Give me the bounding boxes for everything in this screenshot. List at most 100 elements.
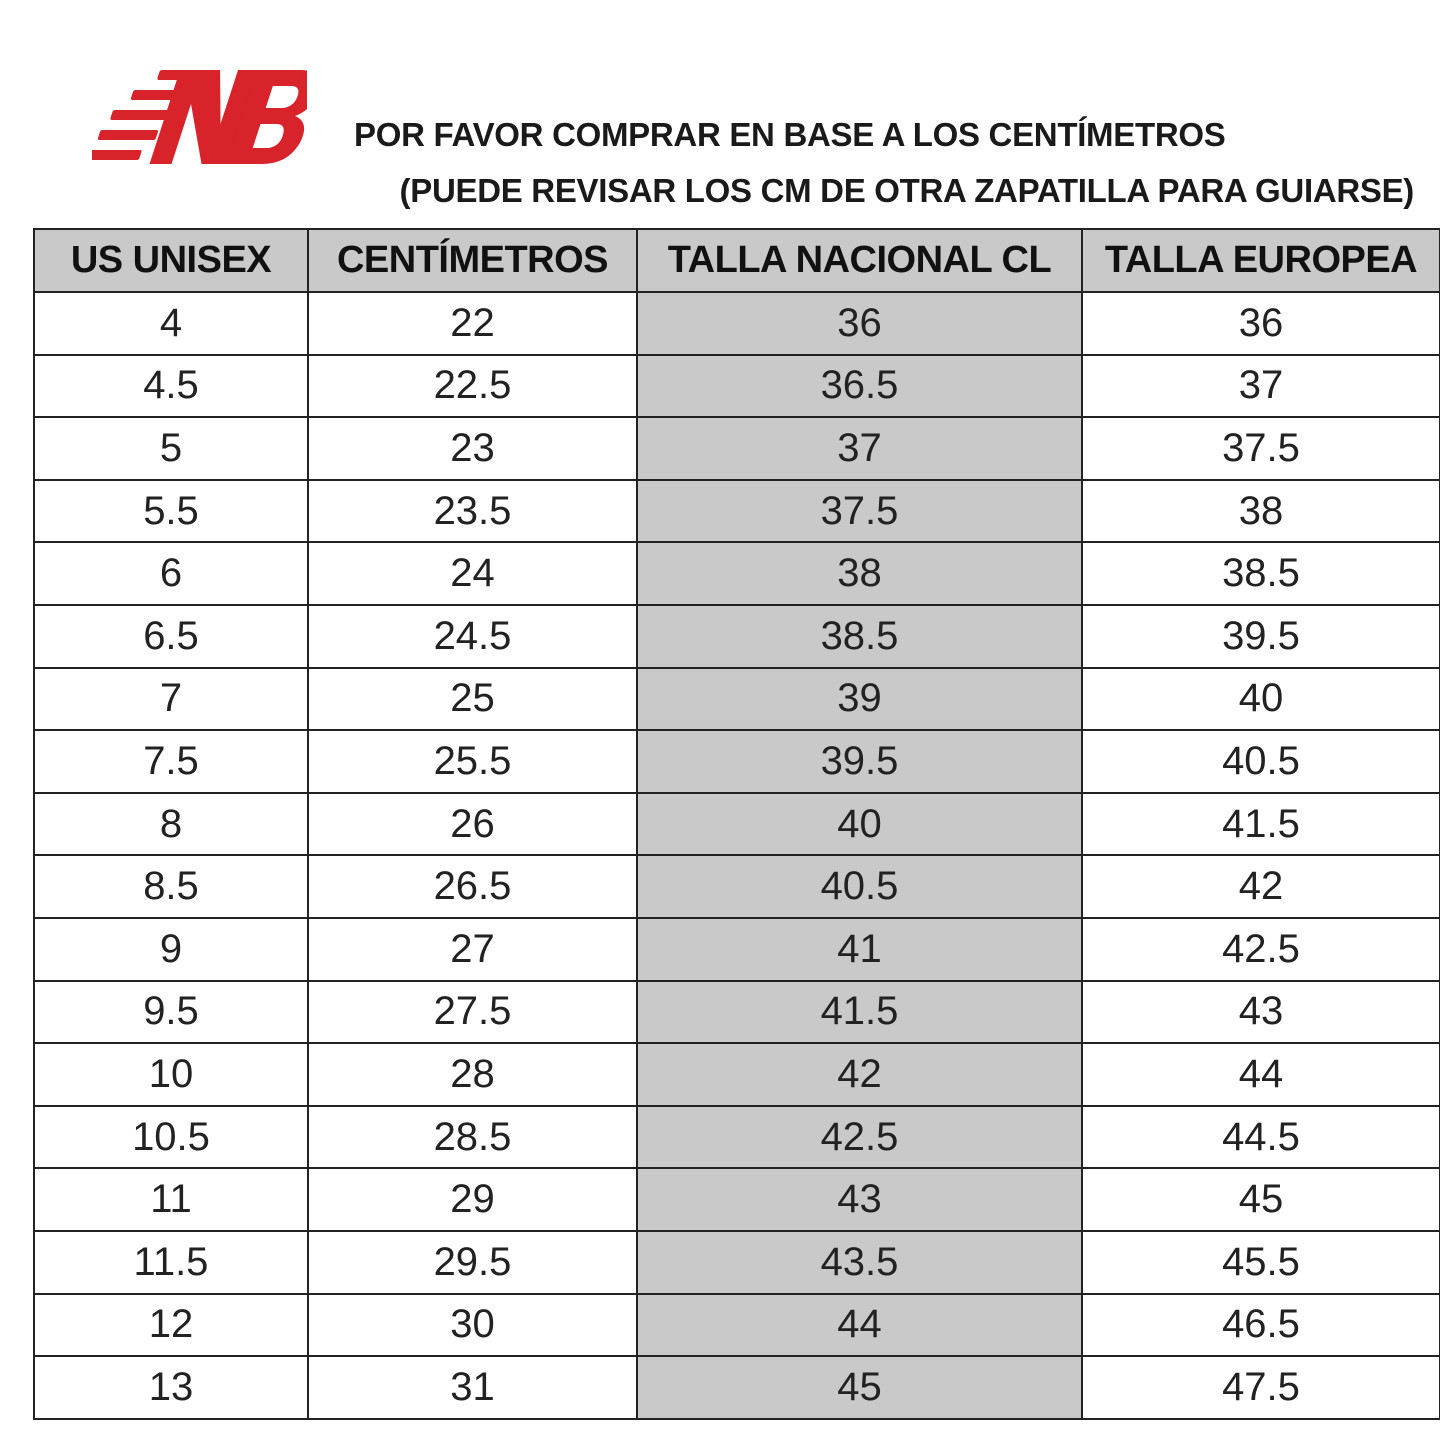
table-cell: 36.5	[636, 353, 1083, 419]
table-row: 6.5 24.5 38.5 39.5	[33, 603, 1440, 669]
table-cell: 24	[307, 541, 638, 606]
table-cell: 45	[1081, 1167, 1440, 1232]
table-cell: 8.5	[33, 854, 309, 919]
table-cell: 28	[307, 1042, 638, 1107]
table-cell: 29.5	[307, 1229, 638, 1295]
table-cell: 43	[636, 1167, 1083, 1232]
table-cell: 26	[307, 791, 638, 857]
table-cell: 10	[33, 1042, 309, 1107]
table-row: 9.5 27.5 41.5 43	[33, 979, 1440, 1045]
table-cell: 43.5	[636, 1229, 1083, 1295]
table-cell: 39.5	[636, 729, 1083, 794]
table-cell: 38.5	[636, 603, 1083, 669]
table-cell: 44.5	[1081, 1104, 1440, 1170]
table-cell: 45	[636, 1355, 1083, 1420]
table-row: 7 25 39 40	[33, 666, 1440, 732]
table-cell: 26.5	[307, 854, 638, 919]
table-row: 8.5 26.5 40.5 42	[33, 854, 1440, 919]
brand-logo	[92, 70, 307, 164]
table-cell: 46.5	[1081, 1292, 1440, 1358]
table-row: 11 29 43 45	[33, 1167, 1440, 1232]
table-cell: 22.5	[307, 353, 638, 419]
table-cell: 22	[307, 291, 638, 356]
table-row: 12 30 44 46.5	[33, 1292, 1440, 1358]
table-row: 5.5 23.5 37.5 38	[33, 478, 1440, 544]
table-cell: 27	[307, 916, 638, 982]
table-cell: 5.5	[33, 478, 309, 544]
column-header: TALLA NACIONAL CL	[636, 228, 1083, 293]
size-table: US UNISEX CENTÍMETROS TALLA NACIONAL CL TAL…	[33, 228, 1440, 1420]
table-cell: 24.5	[307, 603, 638, 669]
table-cell: 37	[1081, 353, 1440, 419]
table-cell: 39	[636, 666, 1083, 732]
table-cell: 40.5	[1081, 729, 1440, 794]
column-header: TALLA EUROPEA	[1081, 228, 1440, 293]
table-cell: 47.5	[1081, 1355, 1440, 1420]
table-row: 10.5 28.5 42.5 44.5	[33, 1104, 1440, 1170]
table-cell: 27.5	[307, 979, 638, 1045]
table-cell: 4.5	[33, 353, 309, 419]
table-cell: 45.5	[1081, 1229, 1440, 1295]
header-line: POR FAVOR COMPRAR EN BASE A LOS CENTÍMET…	[354, 116, 1226, 153]
header-row: US UNISEX CENTÍMETROS TALLA NACIONAL CL TAL…	[33, 228, 1440, 293]
table-cell: 44	[636, 1292, 1083, 1358]
table-cell: 10.5	[33, 1104, 309, 1170]
table-cell: 37.5	[1081, 416, 1440, 481]
table-cell: 31	[307, 1355, 638, 1420]
column-header: US UNISEX	[33, 228, 309, 293]
table-cell: 23	[307, 416, 638, 481]
table-cell: 6.5	[33, 603, 309, 669]
table-cell: 41	[636, 916, 1083, 982]
table-cell: 44	[1081, 1042, 1440, 1107]
table-cell: 25.5	[307, 729, 638, 794]
table-cell: 8	[33, 791, 309, 857]
table-cell: 11	[33, 1167, 309, 1232]
table-row: 6 24 38 38.5	[33, 541, 1440, 606]
table-cell: 9.5	[33, 979, 309, 1045]
table-row: 8 26 40 41.5	[33, 791, 1440, 857]
table-cell: 41.5	[636, 979, 1083, 1045]
table-cell: 11.5	[33, 1229, 309, 1295]
table-cell: 7	[33, 666, 309, 732]
table-cell: 29	[307, 1167, 638, 1232]
table-row: 13 31 45 47.5	[33, 1355, 1440, 1420]
table-row: 4 22 36 36	[33, 291, 1440, 356]
table-cell: 40.5	[636, 854, 1083, 919]
table-cell: 5	[33, 416, 309, 481]
table-cell: 25	[307, 666, 638, 732]
table-cell: 37.5	[636, 478, 1083, 544]
table-cell: 42	[636, 1042, 1083, 1107]
table-cell: 9	[33, 916, 309, 982]
table-cell: 23.5	[307, 478, 638, 544]
table-cell: 39.5	[1081, 603, 1440, 669]
header-line: (PUEDE REVISAR LOS CM DE OTRA ZAPATILLA …	[399, 172, 1415, 209]
table-cell: 36	[636, 291, 1083, 356]
table-cell: 41.5	[1081, 791, 1440, 857]
table-cell: 38	[636, 541, 1083, 606]
table-cell: 38	[1081, 478, 1440, 544]
table-cell: 42.5	[636, 1104, 1083, 1170]
table-row: 7.5 25.5 39.5 40.5	[33, 729, 1440, 794]
table-cell: 6	[33, 541, 309, 606]
table-row: 10 28 42 44	[33, 1042, 1440, 1107]
table-cell: 4	[33, 291, 309, 356]
table-cell: 13	[33, 1355, 309, 1420]
column-header: CENTÍMETROS	[307, 228, 638, 293]
table-cell: 38.5	[1081, 541, 1440, 606]
table-cell: 43	[1081, 979, 1440, 1045]
table-cell: 12	[33, 1292, 309, 1358]
table-cell: 28.5	[307, 1104, 638, 1170]
table-row: 4.5 22.5 36.5 37	[33, 353, 1440, 419]
table-cell: 7.5	[33, 729, 309, 794]
table-row: 5 23 37 37.5	[33, 416, 1440, 481]
table-cell: 42	[1081, 854, 1440, 919]
table-row: 11.5 29.5 43.5 45.5	[33, 1229, 1440, 1295]
table-row: 9 27 41 42.5	[33, 916, 1440, 982]
table-cell: 42.5	[1081, 916, 1440, 982]
table-cell: 30	[307, 1292, 638, 1358]
table-cell: 40	[636, 791, 1083, 857]
table-cell: 40	[1081, 666, 1440, 732]
table-cell: 36	[1081, 291, 1440, 356]
